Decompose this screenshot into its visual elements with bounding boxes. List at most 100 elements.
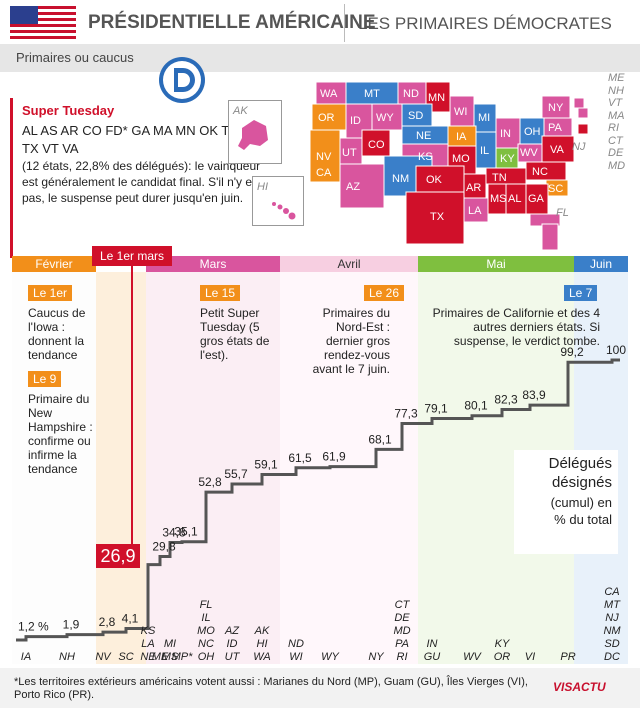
value-label: 52,8: [198, 475, 222, 489]
map-label-nc: NC: [532, 166, 548, 178]
map-label-tx: TX: [430, 211, 445, 223]
event-iowa: Le 1er Caucus de l'Iowa : donnent la ten…: [28, 284, 108, 362]
value-label: 34,8: [162, 526, 186, 540]
map-label-in: IN: [500, 128, 511, 140]
month-mar: Mars: [146, 256, 280, 272]
us-flag-icon: [10, 6, 76, 40]
value-label: 77,3: [394, 407, 418, 421]
state-label: NH: [59, 651, 75, 663]
value-label: 59,1: [254, 458, 278, 472]
state-label: NV: [95, 651, 112, 663]
state-label: FL: [200, 599, 213, 611]
state-label: LA: [141, 638, 154, 650]
map-label-ca: CA: [316, 167, 332, 179]
month-may: Mai: [418, 256, 574, 272]
value-label: 80,1: [464, 399, 488, 413]
map-label-mi: MI: [478, 112, 490, 124]
state-label: PR: [560, 651, 575, 663]
state-label: RI: [397, 651, 408, 663]
value-label: 1,2 %: [18, 620, 49, 634]
state-label: CT: [395, 599, 411, 611]
alaska-inset: AK: [228, 100, 282, 164]
event-mar15: Le 15 Petit Super Tuesday (5 gros états …: [200, 284, 272, 362]
map-label-sc: SC: [548, 183, 563, 195]
value-label: 61,5: [288, 451, 312, 465]
state-label: ID: [227, 638, 238, 650]
map-label-ma: MA: [608, 109, 625, 122]
event-apr26-tag: Le 26: [364, 285, 405, 301]
state-label: AZ: [224, 625, 240, 637]
sub-bar-label: Primaires ou caucus: [16, 50, 134, 65]
state-label: ME: [152, 651, 169, 663]
state-label: VI: [525, 651, 535, 663]
state-label: DC: [604, 651, 620, 663]
map-label-fl: FL: [556, 207, 569, 219]
map-label-wy: WY: [376, 112, 394, 124]
top-bar: [0, 0, 640, 44]
map-label-nm: NM: [392, 173, 409, 185]
map-label-ut: UT: [342, 147, 357, 159]
east-states-list: ME NH VT MA RI CT DE MD: [608, 72, 638, 172]
event-jun7-tag: Le 7: [564, 285, 598, 301]
month-apr: Avril: [280, 256, 418, 272]
state-label: MS: [162, 651, 179, 663]
map-label-ia: IA: [456, 131, 467, 143]
sub-bar: [0, 44, 640, 72]
state-label: MD: [393, 625, 410, 637]
value-label: 83,9: [522, 388, 546, 402]
map-label-wa: WA: [320, 88, 338, 100]
state-label: WV: [463, 651, 482, 663]
event-iowa-tag: Le 1er: [28, 285, 73, 301]
map-label-vt: VT: [608, 97, 623, 109]
chart-legend: Délégués désignés (cumul) en % du total: [514, 450, 618, 554]
map-label-sd: SD: [408, 110, 423, 122]
band-mar: [146, 272, 280, 664]
state-label: PA: [395, 638, 409, 650]
super-tuesday-desc: (12 états, 22,8% des délégués): le vainq…: [22, 159, 269, 205]
event-nh-text: Primaire du New Hampshire : confirme ou …: [28, 392, 93, 476]
super-tuesday-line: [131, 266, 133, 546]
map-label-nj: NJ: [572, 141, 586, 153]
democrat-logo-icon: [159, 57, 205, 103]
map-label-ny: NY: [548, 102, 564, 114]
state-label: KY: [495, 638, 510, 650]
event-jun7-text: Primaires de Californie et des 4 autres …: [432, 306, 600, 348]
map-label-co: CO: [368, 139, 385, 151]
state-label: HI: [257, 638, 268, 650]
state-label: OH: [198, 651, 215, 663]
state-label: GU: [424, 651, 441, 663]
super-tuesday-title: Super Tuesday: [22, 103, 115, 118]
page-title: PRÉSIDENTIELLE AMÉRICAINE: [88, 12, 376, 33]
map-label-oh: OH: [524, 126, 541, 138]
map-label-ky: KY: [500, 153, 515, 165]
page-subtitle: LES PRIMAIRES DÉMOCRATES: [358, 14, 612, 33]
state-label: IN: [427, 638, 438, 650]
super-tuesday-value: 26,9: [96, 544, 140, 568]
value-label: 99,2: [560, 345, 584, 359]
state-label: NY: [368, 651, 384, 663]
legend-sub: (cumul) en % du total: [550, 495, 612, 527]
map-label-nh: NH: [608, 84, 624, 97]
map-label-nd: ND: [403, 88, 419, 100]
map-label-ri: RI: [608, 122, 619, 134]
map-label-ar: AR: [466, 182, 481, 194]
map-label-nv: NV: [316, 151, 332, 163]
map-label-wv: WV: [520, 147, 538, 159]
super-tuesday-states: AL AS AR CO FD* GA MA MN OK TN TX VT VA: [22, 123, 239, 156]
state-label: MT: [604, 599, 621, 611]
state-label: DE: [394, 612, 410, 624]
value-label: 2,8: [99, 615, 116, 629]
month-feb: Février: [12, 256, 96, 272]
value-label: 55,7: [224, 467, 248, 481]
state-label: IA: [21, 651, 31, 663]
value-label: 82,3: [494, 393, 518, 407]
brand-logo: VISACTU: [553, 680, 606, 694]
map-label-ok: OK: [426, 174, 443, 186]
map-label-ga: GA: [528, 193, 545, 205]
map-label-pa: PA: [548, 122, 563, 134]
map-label-ne: NE: [416, 130, 431, 142]
map-label-id: ID: [350, 115, 361, 127]
map-label-md: MD: [608, 159, 626, 172]
state-label: WA: [253, 651, 271, 663]
state-label: MP*: [172, 651, 194, 663]
